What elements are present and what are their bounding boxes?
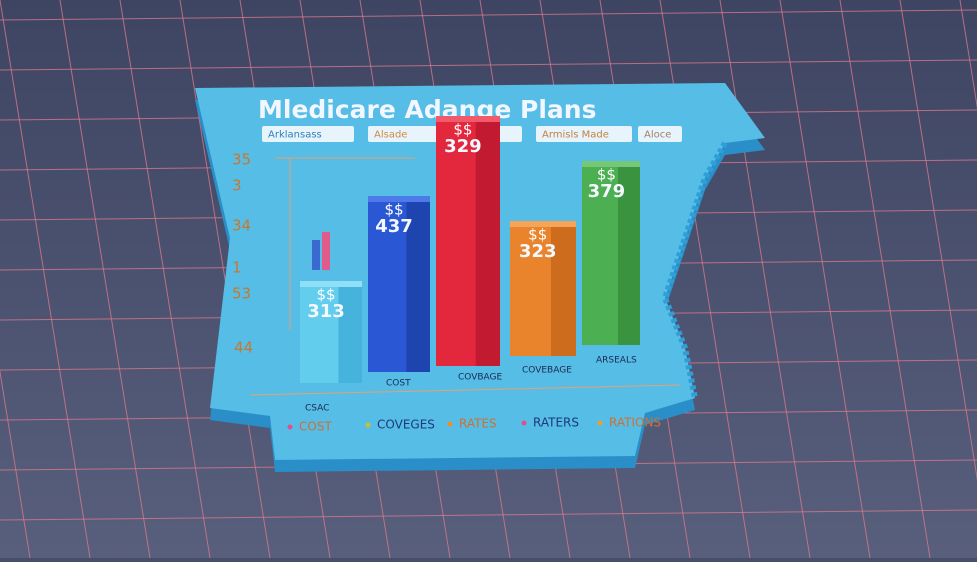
axis-labels: 35 3 34 1 53 44: [232, 151, 253, 357]
legend-label: COVEGES: [377, 418, 435, 432]
grid-line: [719, 0, 811, 559]
axis-label: 53: [232, 285, 251, 303]
grid-line: [959, 0, 977, 109]
bar-currency: $$: [528, 226, 547, 244]
bar-top: [300, 281, 362, 287]
legend-dot: [597, 420, 603, 426]
mini-bar: [322, 232, 330, 270]
bar-caption: COVBAGE: [458, 373, 503, 383]
axis-label: 44: [234, 339, 253, 357]
bar-value: 437: [375, 216, 413, 237]
grid-line: [0, 509, 977, 521]
legend-label: RATIONS: [609, 416, 661, 430]
legend-dot: [521, 420, 527, 426]
tab: [638, 126, 682, 142]
map-border: [661, 141, 728, 399]
grid-line: [59, 0, 151, 559]
bar-caption: ARSEALS: [596, 356, 637, 366]
grid-line: [0, 0, 91, 559]
bar-top: [368, 196, 430, 202]
bar-side: [406, 200, 430, 372]
bar-value: 313: [307, 301, 345, 322]
grid-line: [119, 0, 211, 559]
bar-side: [617, 165, 640, 345]
title: Mledicare Adange Plans: [258, 95, 596, 124]
grid-line: [839, 0, 931, 559]
legend-dot: [447, 421, 453, 427]
grid-line: [779, 0, 871, 559]
axis-label: 34: [232, 217, 251, 235]
grid-line: [179, 0, 271, 559]
bar-currency: $$: [453, 121, 472, 139]
legend-dot: [365, 422, 371, 428]
bar-side: [338, 285, 362, 383]
bar-value: 323: [519, 241, 557, 262]
legend: COST COVEGES RATES RATERS RATIONS: [287, 416, 661, 434]
bar-currency: $$: [384, 201, 403, 219]
tab-label: Aloce: [644, 130, 671, 141]
bar-value: 329: [444, 136, 482, 157]
bars: $$313CSAC$$437COST$$329COVBAGE$$323COVEB…: [300, 116, 640, 414]
bar-top: [436, 116, 500, 122]
grid-line: [0, 59, 977, 71]
legend-label: RATERS: [533, 416, 579, 430]
legend-label: COST: [299, 420, 332, 434]
grid-line: [899, 0, 977, 481]
tab-label: Alsade: [374, 130, 407, 141]
tab: [368, 126, 456, 142]
axis-label: 1: [232, 259, 242, 277]
bar-value: 379: [588, 181, 626, 202]
legend-dot: [287, 424, 293, 430]
legend-label: RATES: [459, 417, 497, 431]
bar-caption: COVEBAGE: [522, 366, 572, 376]
baseline: [249, 384, 681, 396]
bar-caption: COST: [386, 379, 411, 389]
axis-label: 35: [232, 151, 251, 169]
grid-line: [0, 9, 977, 21]
axis-label: 3: [232, 177, 242, 195]
tab: [536, 126, 632, 142]
mini-bar: [312, 240, 320, 270]
bar-top: [582, 161, 640, 167]
tab-label: Armisls Made: [542, 130, 609, 141]
bar-currency: $$: [316, 286, 335, 304]
bar-top: [510, 221, 576, 227]
grid-line: [0, 368, 31, 559]
bar-currency: $$: [597, 166, 616, 184]
tab: [262, 126, 354, 142]
bar-caption: CSAC: [305, 404, 329, 414]
bar-side: [550, 225, 576, 356]
tab-label: Arklansass: [268, 130, 322, 141]
bar-side: [475, 120, 500, 366]
